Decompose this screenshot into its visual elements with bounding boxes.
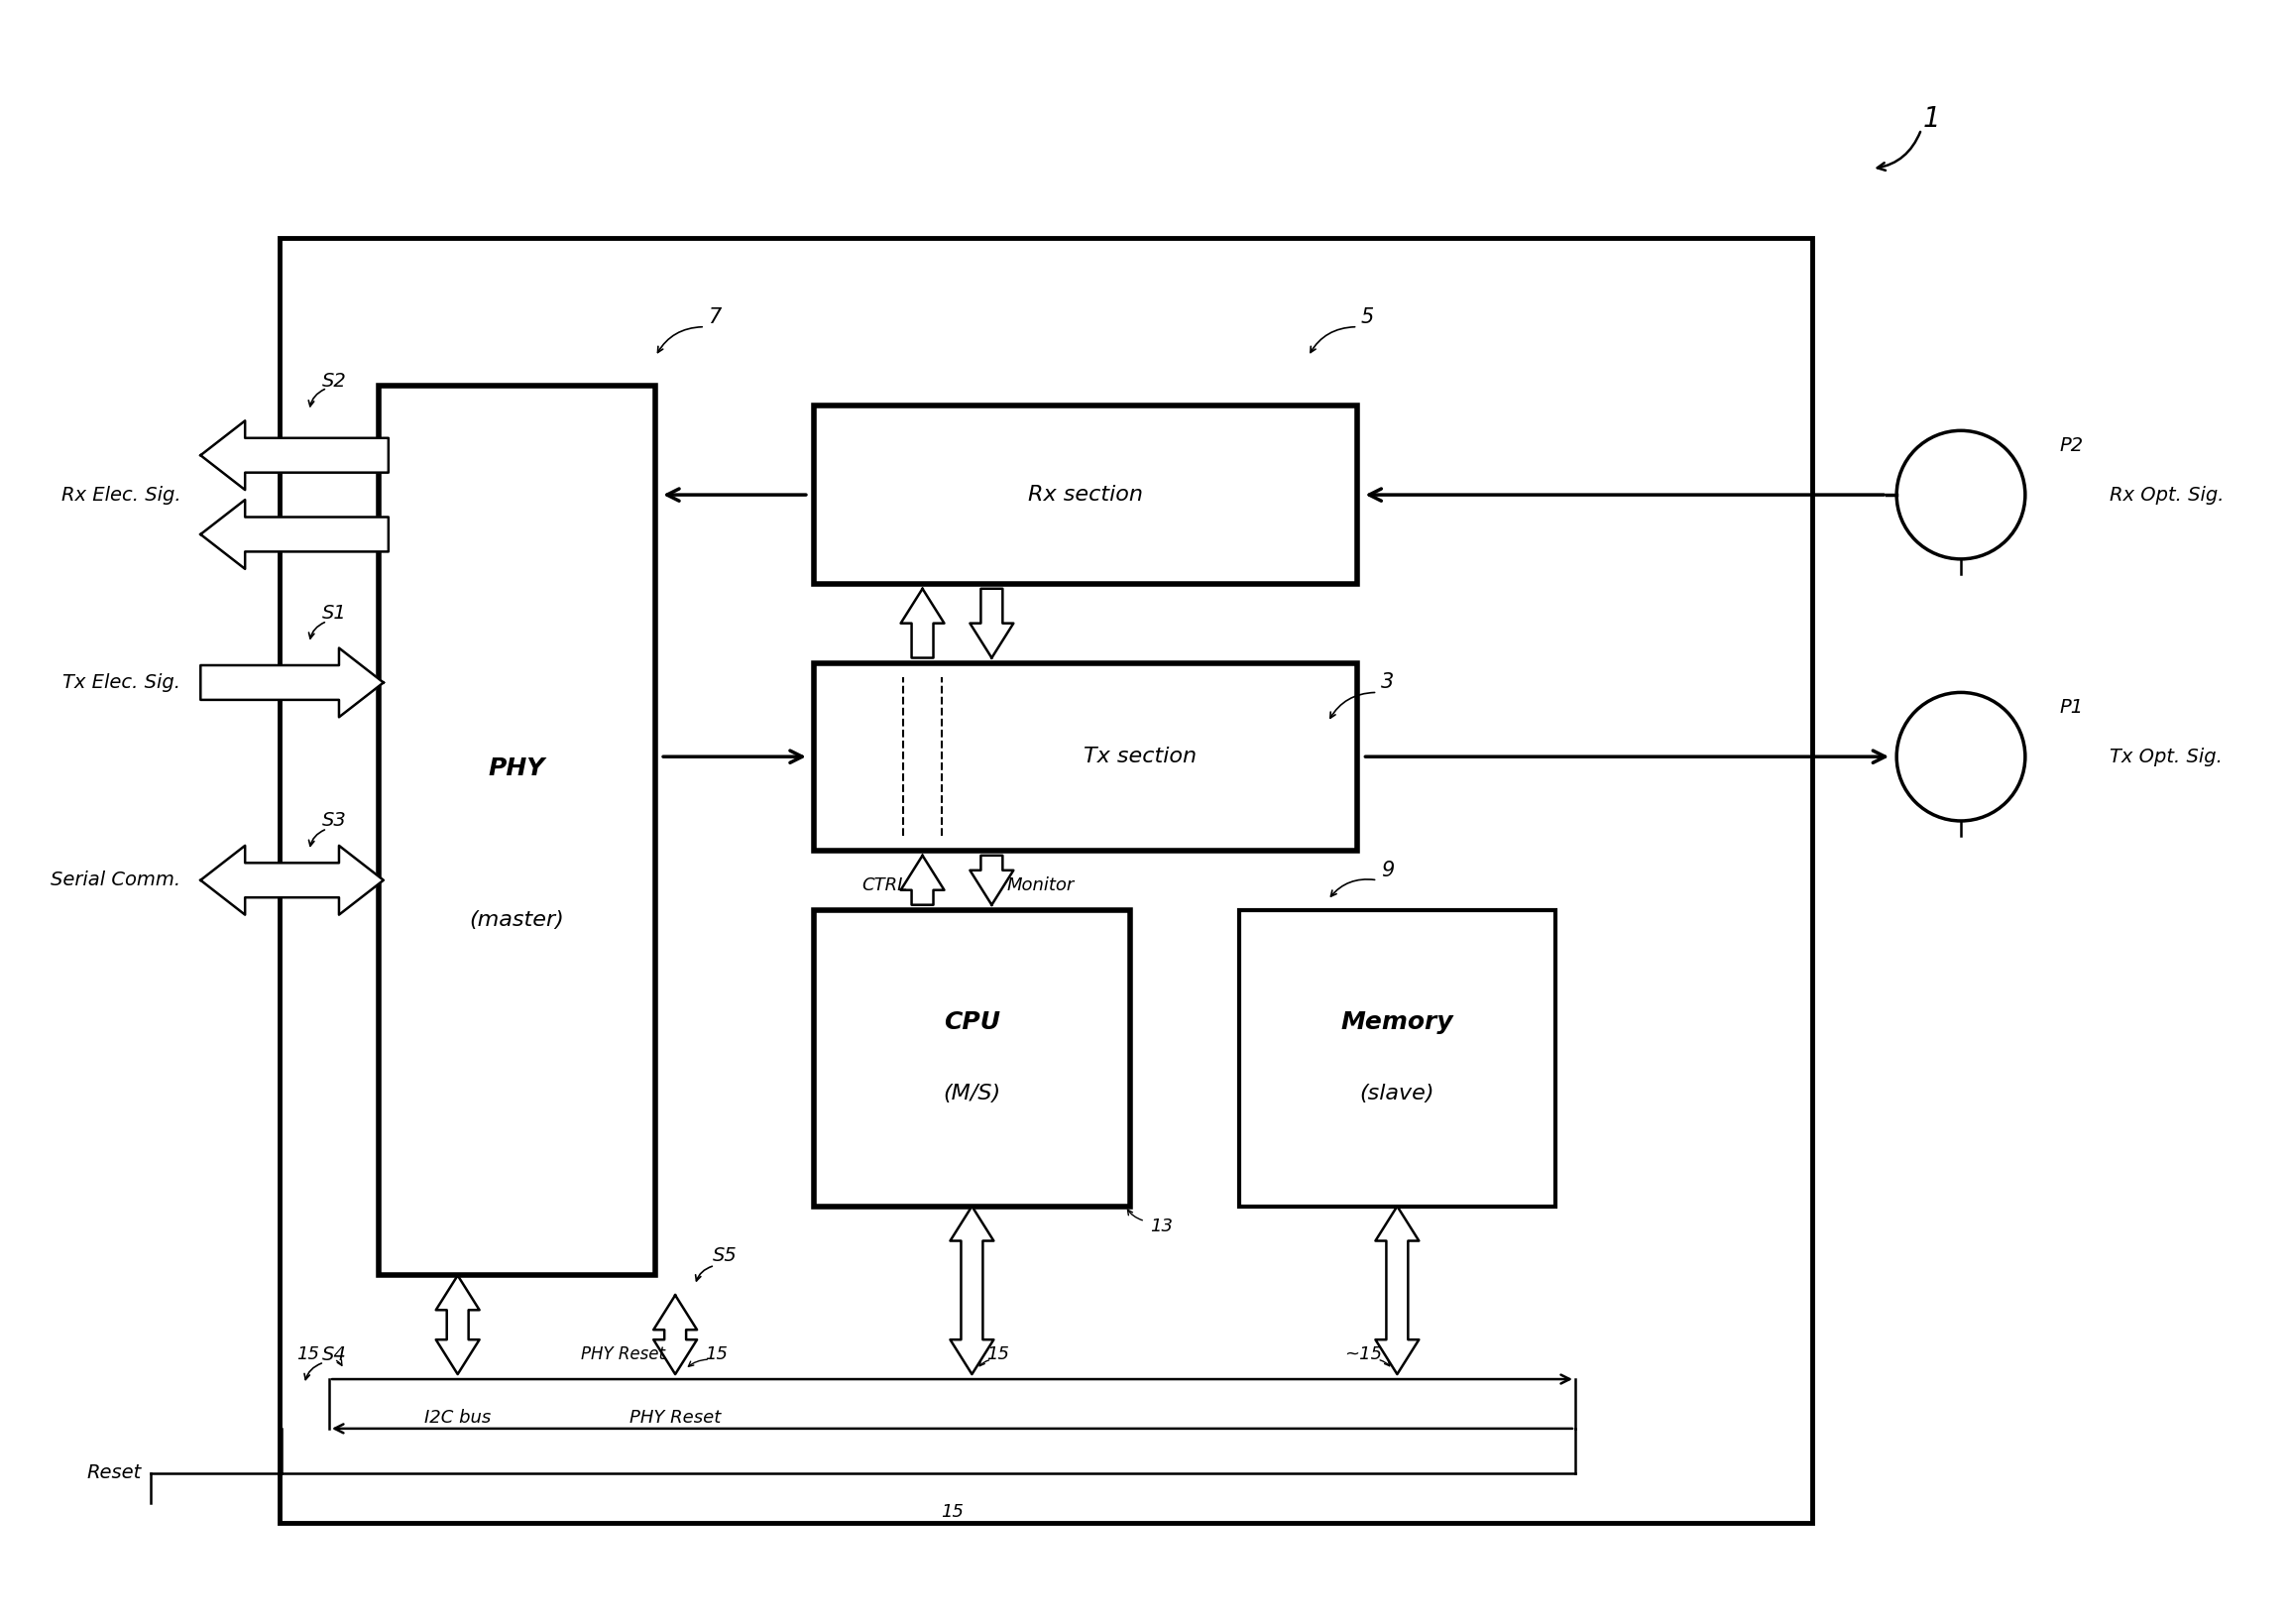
- Text: Tx Opt. Sig.: Tx Opt. Sig.: [2109, 747, 2221, 767]
- Text: 13: 13: [1150, 1216, 1172, 1234]
- Text: Serial Comm.: Serial Comm.: [50, 870, 181, 890]
- Text: 5: 5: [1360, 307, 1374, 326]
- Text: 3: 3: [1381, 672, 1395, 692]
- Bar: [813, 406, 1358, 583]
- Polygon shape: [950, 1207, 994, 1374]
- Polygon shape: [202, 500, 389, 568]
- Text: S1: S1: [323, 604, 346, 624]
- Text: Reset: Reset: [87, 1463, 142, 1483]
- Text: PHY: PHY: [488, 757, 545, 781]
- Text: (master): (master): [469, 909, 563, 929]
- Text: P1: P1: [2059, 698, 2084, 716]
- Text: Memory: Memory: [1342, 1010, 1454, 1034]
- Text: S5: S5: [712, 1246, 737, 1265]
- Text: 7: 7: [708, 307, 721, 326]
- Text: 15: 15: [941, 1502, 964, 1520]
- Text: PHY Reset: PHY Reset: [630, 1408, 721, 1426]
- Text: 15: 15: [705, 1346, 728, 1364]
- Text: Rx section: Rx section: [1028, 486, 1143, 505]
- Bar: [279, 239, 1814, 1522]
- Polygon shape: [202, 421, 389, 490]
- Text: I2C bus: I2C bus: [424, 1408, 490, 1426]
- Text: CTRL: CTRL: [861, 877, 907, 895]
- Text: S2: S2: [323, 372, 346, 391]
- Bar: [1239, 909, 1555, 1207]
- Polygon shape: [900, 588, 943, 658]
- Text: S4: S4: [323, 1345, 346, 1364]
- Text: 15: 15: [987, 1346, 1010, 1364]
- Text: 9: 9: [1381, 861, 1395, 880]
- Text: Tx Elec. Sig.: Tx Elec. Sig.: [62, 672, 181, 692]
- Text: Rx Opt. Sig.: Rx Opt. Sig.: [2109, 486, 2224, 503]
- Polygon shape: [971, 588, 1014, 658]
- Text: (M/S): (M/S): [943, 1083, 1001, 1104]
- Text: Tx section: Tx section: [1083, 747, 1198, 767]
- Bar: [813, 663, 1358, 851]
- Text: Rx Elec. Sig.: Rx Elec. Sig.: [62, 486, 181, 503]
- Text: (slave): (slave): [1360, 1083, 1434, 1104]
- Polygon shape: [900, 856, 943, 905]
- Text: PHY Reset: PHY Reset: [582, 1346, 666, 1364]
- Polygon shape: [971, 856, 1014, 905]
- Text: S3: S3: [323, 812, 346, 830]
- Polygon shape: [435, 1275, 479, 1374]
- Bar: [378, 387, 655, 1275]
- Text: CPU: CPU: [943, 1010, 1001, 1034]
- Text: P2: P2: [2059, 435, 2084, 455]
- Text: 1: 1: [1924, 106, 1940, 133]
- Polygon shape: [202, 648, 382, 718]
- Text: ~15: ~15: [1344, 1346, 1383, 1364]
- Text: 15: 15: [295, 1346, 318, 1364]
- Polygon shape: [653, 1296, 696, 1374]
- Bar: [813, 909, 1131, 1207]
- Polygon shape: [202, 846, 382, 914]
- Text: Monitor: Monitor: [1008, 877, 1074, 895]
- Polygon shape: [1376, 1207, 1420, 1374]
